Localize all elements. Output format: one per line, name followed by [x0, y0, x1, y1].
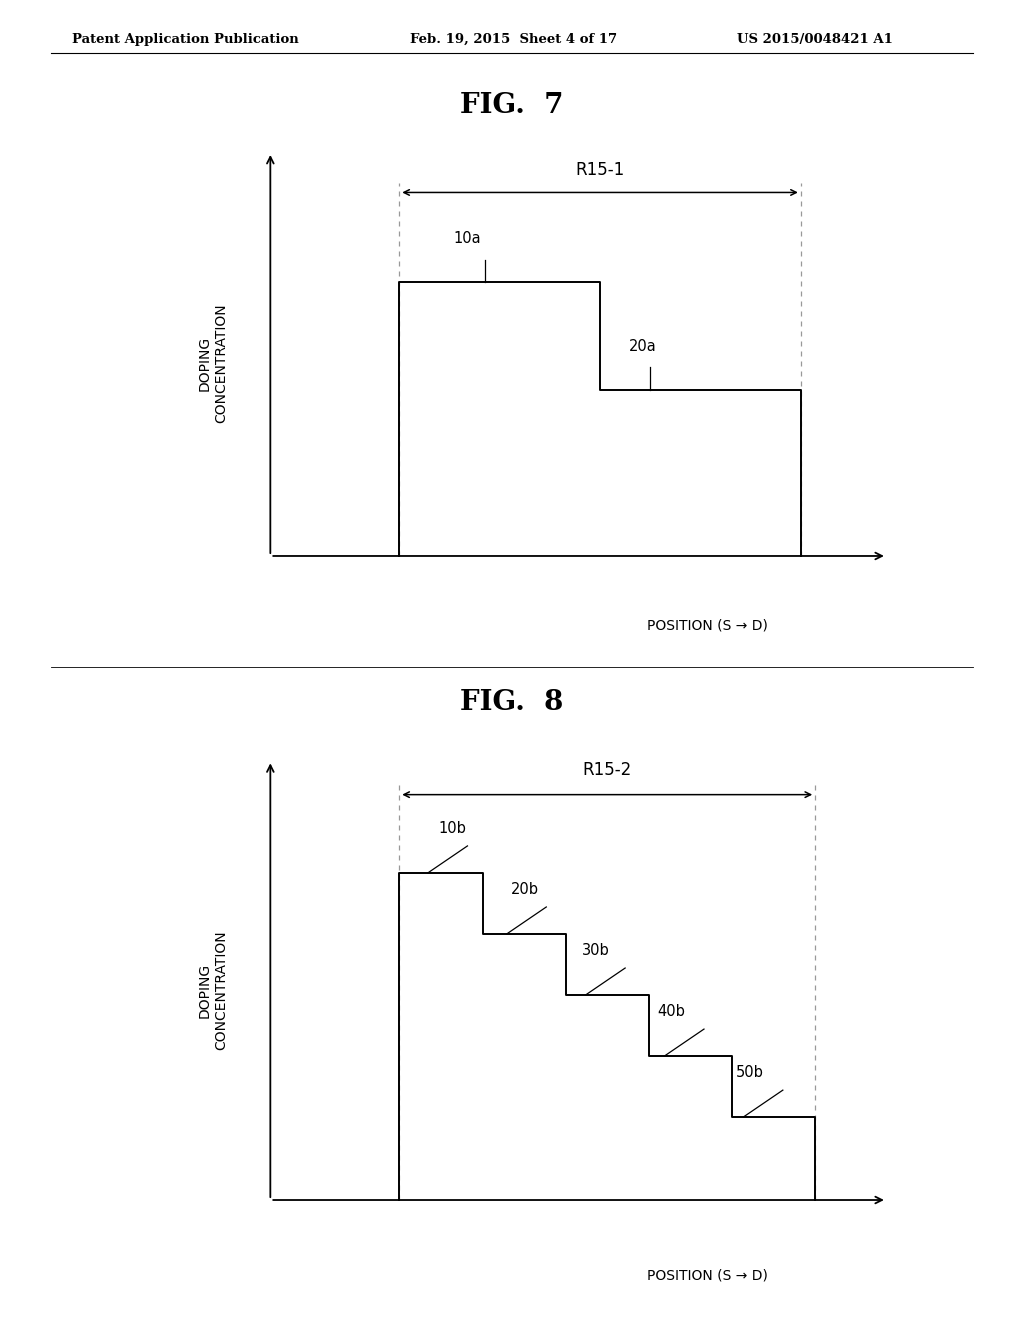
Text: 20b: 20b [510, 882, 539, 898]
Text: POSITION (S → D): POSITION (S → D) [647, 619, 768, 632]
Text: DOPING
CONCENTRATION: DOPING CONCENTRATION [198, 304, 228, 422]
Text: DOPING
CONCENTRATION: DOPING CONCENTRATION [198, 931, 228, 1049]
Text: R15-1: R15-1 [575, 161, 625, 180]
Text: 20a: 20a [629, 339, 656, 354]
Text: POSITION (S → D): POSITION (S → D) [647, 1269, 768, 1283]
Text: 10a: 10a [453, 231, 480, 247]
Text: Patent Application Publication: Patent Application Publication [72, 33, 298, 46]
Text: 10b: 10b [438, 821, 467, 836]
Text: 50b: 50b [736, 1065, 764, 1080]
Text: US 2015/0048421 A1: US 2015/0048421 A1 [737, 33, 893, 46]
Text: R15-2: R15-2 [583, 762, 632, 779]
Text: 40b: 40b [657, 1005, 685, 1019]
Text: FIG.  8: FIG. 8 [461, 689, 563, 715]
Text: FIG.  7: FIG. 7 [460, 92, 564, 119]
Text: 30b: 30b [582, 944, 610, 958]
Text: Feb. 19, 2015  Sheet 4 of 17: Feb. 19, 2015 Sheet 4 of 17 [410, 33, 616, 46]
